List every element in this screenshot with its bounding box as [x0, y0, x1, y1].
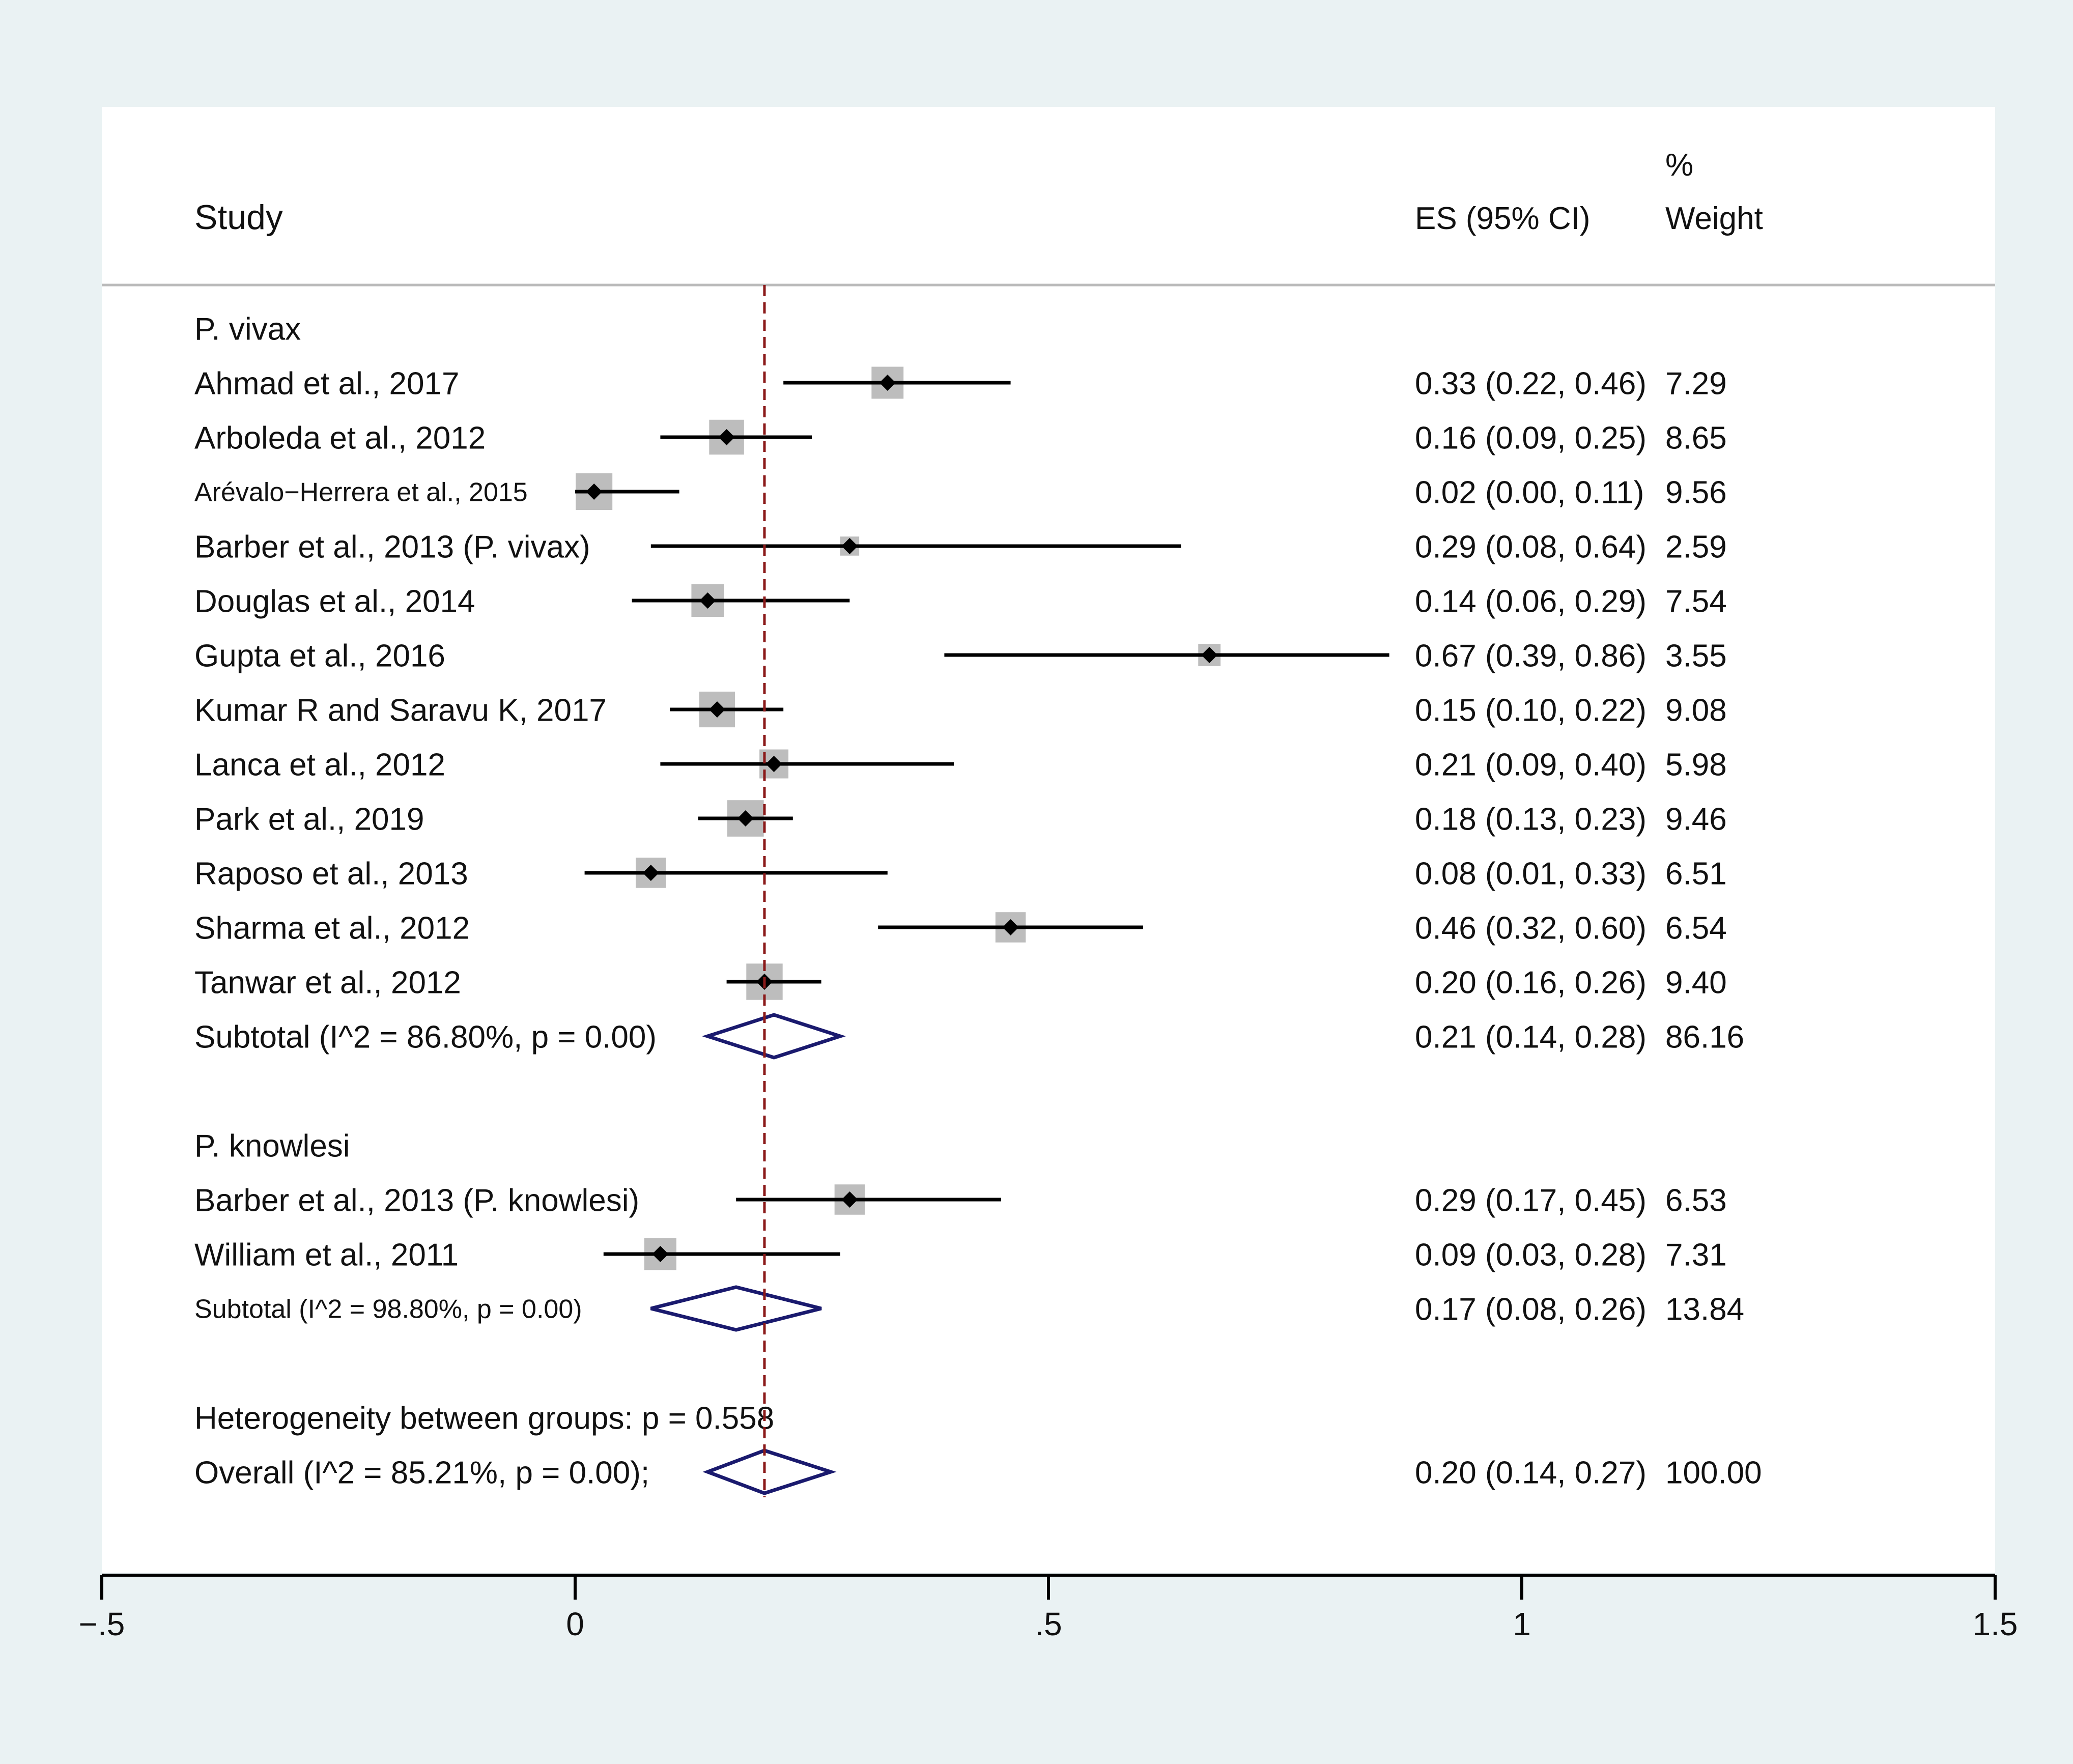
subtotal-row-es-text: 0.17 (0.08, 0.26) [1415, 1292, 1646, 1327]
study-row: Kumar R and Saravu K, 2017 0.15 (0.10, 0.… [194, 691, 1727, 728]
subtotal-row: Subtotal (I^2 = 86.80%, p = 0.00) 0.21 (0… [194, 1013, 1744, 1060]
study-es-text: 0.29 (0.17, 0.45) [1415, 1183, 1646, 1218]
study-row: Park et al., 2019 0.18 (0.13, 0.23) 9.46 [194, 800, 1727, 837]
study-weight-text: 8.65 [1665, 420, 1727, 456]
subtotal-row-diamond [650, 1285, 822, 1332]
study-weight-text: 5.98 [1665, 747, 1727, 782]
point-estimate-marker [709, 701, 725, 718]
study-es-text: 0.33 (0.22, 0.46) [1415, 366, 1646, 401]
study-weight-text: 3.55 [1665, 638, 1727, 673]
study-column-header: Study [194, 198, 283, 237]
point-estimate-marker [841, 538, 858, 554]
study-label: Barber et al., 2013 (P. vivax) [194, 529, 590, 564]
point-estimate-marker [737, 810, 754, 827]
study-weight-text: 7.29 [1665, 366, 1727, 401]
study-row: Douglas et al., 2014 0.14 (0.06, 0.29) 7.5… [194, 584, 1727, 619]
study-weight-text: 9.56 [1665, 475, 1727, 510]
study-es-text: 0.15 (0.10, 0.22) [1415, 693, 1646, 728]
study-label: Sharma et al., 2012 [194, 911, 470, 946]
point-estimate-marker [841, 1191, 858, 1208]
point-estimate-marker [718, 429, 735, 445]
point-estimate-marker [1201, 647, 1218, 663]
subtotal-row-weight-text: 86.16 [1665, 1019, 1744, 1055]
subtotal-row: Subtotal (I^2 = 98.80%, p = 0.00) 0.17 (0… [194, 1285, 1744, 1332]
plot-region [102, 107, 1995, 1573]
study-weight-text: 7.31 [1665, 1237, 1727, 1272]
study-row: Ahmad et al., 2017 0.33 (0.22, 0.46) 7.29 [194, 366, 1727, 401]
study-row: Arboleda et al., 2012 0.16 (0.09, 0.25) 8.… [194, 419, 1727, 456]
study-label: Park et al., 2019 [194, 802, 424, 837]
study-label: Raposo et al., 2013 [194, 856, 468, 891]
study-es-text: 0.08 (0.01, 0.33) [1415, 856, 1646, 891]
x-tick-label: 1 [1513, 1606, 1531, 1642]
overall-row-weight-text: 100.00 [1665, 1455, 1762, 1490]
point-estimate-marker [879, 375, 896, 391]
study-label: Barber et al., 2013 (P. knowlesi) [194, 1183, 639, 1218]
overall-row-diamond [702, 1448, 837, 1495]
study-row: Raposo et al., 2013 0.08 (0.01, 0.33) 6.51 [194, 856, 1727, 891]
point-estimate-marker [765, 756, 782, 772]
study-weight-text: 6.54 [1665, 911, 1727, 946]
study-row: Barber et al., 2013 (P. knowlesi) 0.29 (0… [194, 1183, 1727, 1218]
study-label: Gupta et al., 2016 [194, 638, 445, 673]
study-es-text: 0.18 (0.13, 0.23) [1415, 802, 1646, 837]
study-es-text: 0.02 (0.00, 0.11) [1415, 475, 1644, 510]
study-weight-text: 7.54 [1665, 584, 1727, 619]
point-estimate-marker [1002, 919, 1019, 935]
x-tick-label: 0 [566, 1606, 584, 1642]
group-heading: P. vivax [194, 311, 301, 347]
weight-column-header-top: % [1665, 148, 1693, 183]
study-weight-text: 6.53 [1665, 1183, 1727, 1218]
study-es-text: 0.67 (0.39, 0.86) [1415, 638, 1646, 673]
study-weight-text: 6.51 [1665, 856, 1727, 891]
point-estimate-marker [586, 483, 603, 500]
subtotal-row-label: Subtotal (I^2 = 98.80%, p = 0.00) [194, 1295, 582, 1324]
weight-column-header: Weight [1665, 201, 1763, 236]
subtotal-row-diamond [701, 1013, 846, 1060]
subtotal-row-label: Subtotal (I^2 = 86.80%, p = 0.00) [194, 1019, 657, 1055]
overall-row-label: Overall (I^2 = 85.21%, p = 0.00); [194, 1455, 649, 1490]
x-tick-label: 1.5 [1973, 1606, 2018, 1642]
study-weight-text: 9.46 [1665, 802, 1727, 837]
study-row: Tanwar et al., 2012 0.20 (0.16, 0.26) 9.40 [194, 963, 1727, 1000]
x-tick-label: .5 [1035, 1606, 1062, 1642]
overall-row: Overall (I^2 = 85.21%, p = 0.00); 0.20 (0… [194, 1448, 1762, 1495]
point-estimate-marker [652, 1246, 669, 1262]
point-estimate-marker [699, 592, 716, 609]
point-estimate-marker [642, 865, 659, 881]
study-row: Barber et al., 2013 (P. vivax) 0.29 (0.08… [194, 529, 1727, 564]
overall-row-es-text: 0.20 (0.14, 0.27) [1415, 1455, 1646, 1490]
study-es-text: 0.21 (0.09, 0.40) [1415, 747, 1646, 782]
study-row: Arévalo−Herrera et al., 2015 0.02 (0.00, … [194, 473, 1727, 510]
group-heading: P. knowlesi [194, 1128, 350, 1163]
subtotal-row-es-text: 0.21 (0.14, 0.28) [1415, 1019, 1646, 1055]
study-label: William et al., 2011 [194, 1237, 459, 1272]
study-weight-text: 2.59 [1665, 529, 1727, 564]
study-es-text: 0.09 (0.03, 0.28) [1415, 1237, 1646, 1272]
study-weight-text: 9.40 [1665, 965, 1727, 1000]
study-label: Arboleda et al., 2012 [194, 420, 486, 456]
study-row: William et al., 2011 0.09 (0.03, 0.28) 7.3… [194, 1237, 1727, 1272]
study-label: Kumar R and Saravu K, 2017 [194, 693, 607, 728]
study-weight-text: 9.08 [1665, 693, 1727, 728]
study-label: Douglas et al., 2014 [194, 584, 475, 619]
heterogeneity-text: Heterogeneity between groups: p = 0.558 [194, 1401, 774, 1436]
x-axis: −.5 0 .5 1 1.5 [79, 1574, 2018, 1642]
study-es-text: 0.29 (0.08, 0.64) [1415, 529, 1646, 564]
study-label: Arévalo−Herrera et al., 2015 [194, 478, 528, 507]
study-label: Tanwar et al., 2012 [194, 965, 461, 1000]
x-tick-label: −.5 [79, 1606, 125, 1642]
es-column-header: ES (95% CI) [1415, 201, 1591, 236]
study-label: Lanca et al., 2012 [194, 747, 445, 782]
study-es-text: 0.14 (0.06, 0.29) [1415, 584, 1646, 619]
study-es-text: 0.16 (0.09, 0.25) [1415, 420, 1646, 456]
study-row: Gupta et al., 2016 0.67 (0.39, 0.86) 3.55 [194, 638, 1727, 673]
study-row: Sharma et al., 2012 0.46 (0.32, 0.60) 6.54 [194, 911, 1727, 946]
study-es-text: 0.46 (0.32, 0.60) [1415, 911, 1646, 946]
study-label: Ahmad et al., 2017 [194, 366, 459, 401]
subtotal-row-weight-text: 13.84 [1665, 1292, 1744, 1327]
forest-rows: P. vivax Ahmad et al., 2017 0.33 (0.22, 0.… [194, 311, 1762, 1495]
study-es-text: 0.20 (0.16, 0.26) [1415, 965, 1646, 1000]
